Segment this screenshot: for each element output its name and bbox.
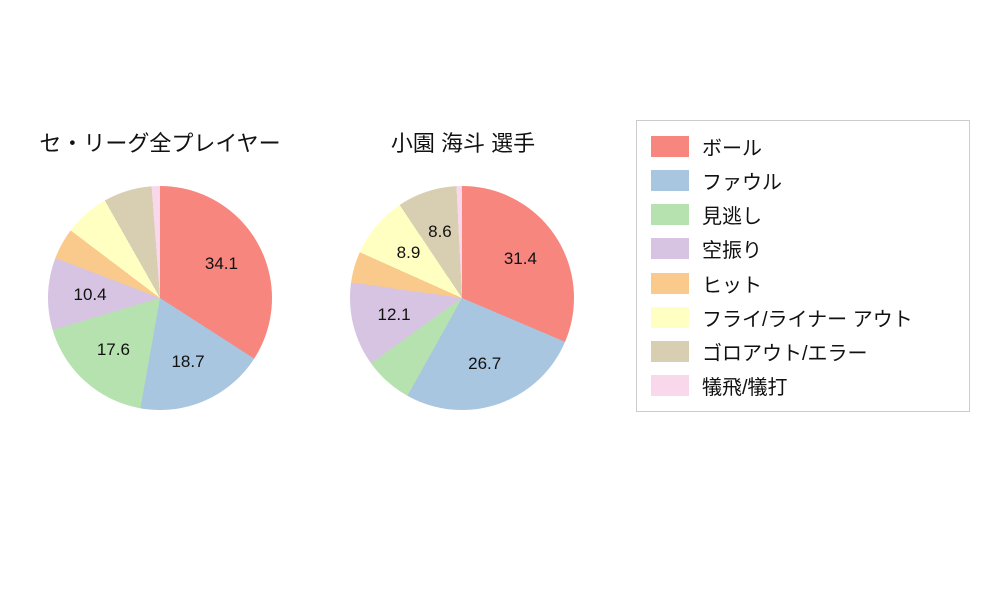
pie-data-label: 10.4 [73,285,107,305]
legend-label: ゴロアウト/エラー [702,343,868,366]
pie-chart-player: 31.4 26.7 12.1 8.9 8.6 [350,186,574,410]
chart-title-league: セ・リーグ全プレイヤー [39,131,281,156]
pie-data-label: 12.1 [377,304,411,324]
legend-swatch [651,375,689,397]
legend-swatch [651,238,689,260]
legend-label: ヒット [702,274,762,297]
chart-title-player: 小園 海斗 選手 [390,131,536,156]
legend-item: 犠飛/犠打 [651,371,969,400]
pie-data-label: 8.6 [428,221,452,241]
legend-swatch [651,204,689,226]
legend-item: ボール [651,132,969,161]
pie-data-label: 8.9 [396,242,421,262]
legend-label: ファウル [702,171,782,194]
legend: ボールファウル見逃し空振りヒットフライ/ライナー アウト ゴロアウト/エラー 犠飛/… [636,120,970,412]
legend-swatch [651,306,689,328]
legend-item: 空振り [651,234,969,263]
legend-swatch [651,169,689,191]
legend-label: 見逃し [702,206,762,229]
pie-data-label: 31.4 [503,249,537,269]
pie-data-label: 26.7 [468,354,502,374]
legend-item: フライ/ライナー アウト [651,303,969,332]
legend-label: 空振り [702,240,762,263]
legend-item: ゴロアウト/エラー [651,337,969,366]
legend-label: 犠飛/犠打 [702,377,788,400]
pie-data-label: 34.1 [204,254,238,274]
legend-swatch [651,272,689,294]
pie-data-label: 18.7 [171,352,205,372]
legend-label: フライ/ライナー アウト [702,308,913,331]
legend-label: ボール [702,137,762,160]
legend-swatch [651,341,689,363]
legend-swatch [651,135,689,157]
legend-item: 見逃し [651,200,969,229]
legend-item: ファウル [651,166,969,195]
legend-item: ヒット [651,269,969,298]
pie-chart-league: 34.1 18.7 17.6 10.4 [48,186,272,410]
pie-data-label: 17.6 [96,340,130,360]
